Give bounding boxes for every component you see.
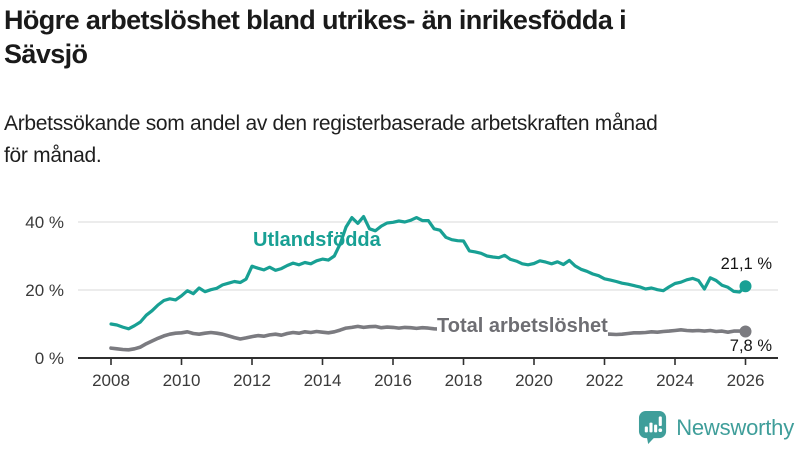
series-end-dot-total-arbetsloshet bbox=[739, 325, 752, 338]
end-value-label-total: 7,8 % bbox=[729, 337, 772, 355]
x-axis-tick-label: 2014 bbox=[304, 371, 342, 390]
series-label-utlandsfodda: Utlandsfödda bbox=[253, 229, 381, 251]
chart-subtitle: Arbetssökande som andel av den registerb… bbox=[4, 108, 796, 172]
chart-title: Högre arbetslöshet bland utrikes- än inr… bbox=[4, 3, 796, 71]
chart-title-line-2: Sävsjö bbox=[4, 39, 88, 69]
newsworthy-logo-icon bbox=[639, 411, 667, 444]
series-line-total-arbetsloshet bbox=[109, 324, 748, 352]
end-value-label-utlandsfodda: 21,1 % bbox=[720, 255, 772, 273]
y-axis-tick-label: 40 % bbox=[25, 213, 64, 232]
x-axis-tick-label: 2010 bbox=[163, 371, 201, 390]
y-axis-tick-label: 0 % bbox=[35, 349, 64, 368]
x-axis-tick-label: 2020 bbox=[515, 371, 553, 390]
chart-title-line-1: Högre arbetslöshet bland utrikes- än inr… bbox=[4, 5, 627, 35]
chart-subtitle-line-2: för månad. bbox=[4, 144, 102, 167]
x-axis-tick-label: 2024 bbox=[656, 371, 694, 390]
series-line-utlandsfodda bbox=[109, 215, 748, 331]
y-axis-tick-label: 20 % bbox=[25, 281, 64, 300]
x-axis-tick-label: 2026 bbox=[727, 371, 765, 390]
newsworthy-branding: Newsworthy bbox=[638, 410, 794, 445]
x-axis-tick-label: 2018 bbox=[445, 371, 483, 390]
x-axis-tick-label: 2012 bbox=[233, 371, 271, 390]
series-end-dot-utlandsfodda bbox=[739, 280, 752, 293]
x-axis-tick-label: 2016 bbox=[374, 371, 412, 390]
x-axis-tick-label: 2008 bbox=[92, 371, 130, 390]
series-label-total-arbetsloshet: Total arbetslöshet bbox=[437, 315, 608, 338]
chart-subtitle-line-1: Arbetssökande som andel av den registerb… bbox=[4, 112, 658, 135]
newsworthy-brand-name: Newsworthy bbox=[676, 414, 794, 440]
x-axis-tick-label: 2022 bbox=[586, 371, 624, 390]
